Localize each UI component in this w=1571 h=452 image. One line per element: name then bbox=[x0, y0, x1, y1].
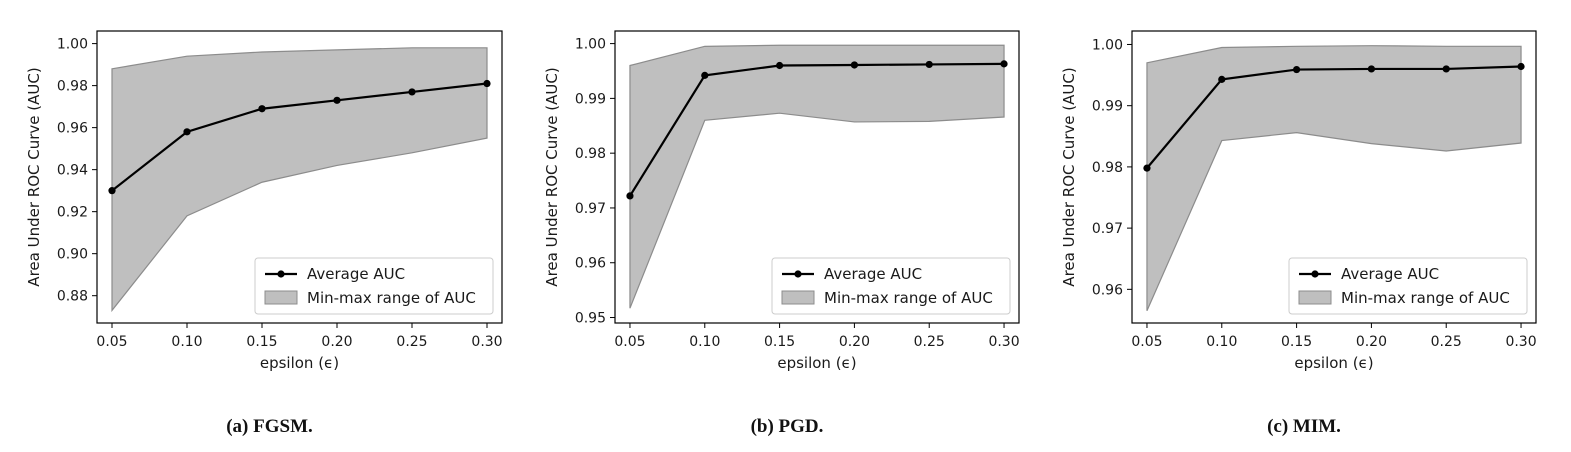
x-tick-label: 0.25 bbox=[396, 334, 427, 350]
legend: Average AUC Min-max range of AUC bbox=[1288, 257, 1528, 315]
legend: Average AUC Min-max range of AUC bbox=[254, 257, 494, 315]
legend-label-average: Average AUC bbox=[307, 265, 405, 283]
panel-caption: (c) MIM. bbox=[1267, 416, 1341, 437]
y-tick-label: 0.98 bbox=[575, 146, 606, 162]
y-tick-label: 0.99 bbox=[1092, 99, 1123, 115]
chart-panel-fgsm: 0.05 0.10 0.15 0.20 0.25 0.30 0.88 0.90 0.92 0.94… bbox=[25, 30, 503, 437]
x-axis-label: epsilon (ϵ) bbox=[260, 354, 339, 372]
average-auc-point bbox=[1517, 62, 1525, 71]
axes-frame bbox=[96, 30, 503, 324]
x-tick-label: 0.20 bbox=[1356, 334, 1387, 350]
y-tick-label: 0.95 bbox=[575, 311, 606, 327]
x-tick-label: 0.30 bbox=[1505, 334, 1536, 350]
min-max-band bbox=[1146, 45, 1522, 312]
average-auc-point bbox=[183, 128, 191, 136]
axes-frame bbox=[614, 30, 1020, 324]
average-auc-point bbox=[1367, 65, 1376, 73]
legend-label-average: Average AUC bbox=[824, 265, 922, 283]
x-tick-label: 0.10 bbox=[171, 334, 202, 350]
y-tick-label: 0.96 bbox=[575, 256, 606, 272]
y-tick-label: 0.97 bbox=[575, 201, 606, 217]
chart-panel-pgd: 0.05 0.10 0.15 0.20 0.25 0.30 0.95 0.96 0.97 0.98… bbox=[543, 30, 1020, 437]
legend-band-swatch bbox=[264, 290, 298, 305]
y-tick-label: 0.96 bbox=[1092, 282, 1123, 298]
x-tick-label: 0.10 bbox=[689, 334, 720, 350]
legend-box bbox=[254, 257, 494, 315]
x-tick-label: 0.05 bbox=[614, 334, 645, 350]
x-tick-label: 0.30 bbox=[988, 334, 1019, 350]
legend-marker-swatch bbox=[277, 270, 285, 278]
average-auc-line bbox=[629, 62, 1005, 197]
average-auc-point bbox=[333, 96, 341, 104]
y-tick-label: 0.98 bbox=[57, 79, 88, 95]
average-auc-line bbox=[111, 82, 488, 192]
legend: Average AUC Min-max range of AUC bbox=[771, 257, 1011, 315]
average-auc-point bbox=[925, 60, 933, 69]
panel-caption: (a) FGSM. bbox=[226, 416, 313, 437]
plot-area: 0.05 0.10 0.15 0.20 0.25 0.30 0.96 0.97 0.98 0.99… bbox=[1092, 30, 1537, 350]
y-tick-label: 0.96 bbox=[57, 121, 88, 137]
legend-label-range: Min-max range of AUC bbox=[307, 289, 476, 307]
x-tick-label: 0.30 bbox=[471, 334, 502, 350]
legend-band-swatch bbox=[781, 290, 815, 305]
average-auc-point bbox=[850, 61, 859, 69]
average-auc-point bbox=[775, 61, 784, 70]
average-auc-point bbox=[258, 105, 266, 113]
x-tick-label: 0.05 bbox=[1131, 334, 1162, 350]
average-auc-point bbox=[1143, 164, 1151, 172]
legend-marker-swatch bbox=[1311, 270, 1319, 278]
y-tick-label: 0.88 bbox=[57, 289, 88, 305]
average-auc-point bbox=[1000, 60, 1008, 68]
y-axis-label: Area Under ROC Curve (AUC) bbox=[25, 67, 43, 286]
y-tick-label: 0.99 bbox=[575, 91, 606, 107]
plot-area: 0.05 0.10 0.15 0.20 0.25 0.30 0.88 0.90 0.92 0.94… bbox=[57, 30, 503, 350]
average-auc-point bbox=[483, 79, 491, 88]
average-auc-point bbox=[1442, 65, 1450, 73]
y-tick-label: 1.00 bbox=[57, 37, 88, 53]
y-tick-label: 0.92 bbox=[57, 205, 88, 221]
average-auc-point bbox=[108, 187, 116, 195]
y-tick-label: 0.97 bbox=[1092, 221, 1123, 237]
legend-marker-swatch bbox=[794, 270, 802, 278]
x-axis-label: epsilon (ϵ) bbox=[1294, 354, 1373, 372]
x-tick-label: 0.25 bbox=[1431, 334, 1462, 350]
legend-label-range: Min-max range of AUC bbox=[824, 289, 993, 307]
average-auc-point bbox=[1218, 75, 1226, 83]
x-tick-label: 0.15 bbox=[246, 334, 277, 350]
y-tick-label: 1.00 bbox=[575, 37, 606, 53]
panel-caption: (b) PGD. bbox=[751, 416, 824, 437]
y-axis-label: Area Under ROC Curve (AUC) bbox=[1060, 67, 1078, 286]
x-tick-label: 0.10 bbox=[1206, 334, 1237, 350]
average-auc-point bbox=[408, 88, 416, 96]
legend-box bbox=[1288, 257, 1528, 315]
y-tick-label: 1.00 bbox=[1092, 37, 1123, 53]
legend-label-average: Average AUC bbox=[1341, 265, 1439, 283]
legend-box bbox=[771, 257, 1011, 315]
average-auc-point bbox=[1292, 65, 1301, 74]
legend-band-swatch bbox=[1298, 290, 1332, 305]
x-tick-label: 0.15 bbox=[764, 334, 795, 350]
y-tick-label: 0.98 bbox=[1092, 160, 1123, 176]
x-tick-label: 0.20 bbox=[321, 334, 352, 350]
x-tick-label: 0.05 bbox=[96, 334, 127, 350]
x-axis-label: epsilon (ϵ) bbox=[777, 354, 856, 372]
y-axis-label: Area Under ROC Curve (AUC) bbox=[543, 67, 561, 286]
average-auc-point bbox=[701, 71, 709, 79]
chart-panel-mim: 0.05 0.10 0.15 0.20 0.25 0.30 0.96 0.97 0.98 0.99… bbox=[1060, 30, 1537, 437]
axes-frame bbox=[1131, 30, 1537, 324]
x-tick-label: 0.20 bbox=[839, 334, 870, 350]
min-max-band bbox=[111, 47, 488, 313]
x-tick-label: 0.25 bbox=[914, 334, 945, 350]
average-auc-point bbox=[626, 192, 634, 200]
average-auc-line bbox=[1146, 65, 1522, 169]
legend-label-range: Min-max range of AUC bbox=[1341, 289, 1510, 307]
y-tick-label: 0.94 bbox=[57, 163, 88, 179]
x-tick-label: 0.15 bbox=[1281, 334, 1312, 350]
min-max-band bbox=[629, 44, 1005, 309]
y-tick-label: 0.90 bbox=[57, 247, 88, 263]
plot-area: 0.05 0.10 0.15 0.20 0.25 0.30 0.95 0.96 0.97 0.98… bbox=[575, 30, 1020, 350]
